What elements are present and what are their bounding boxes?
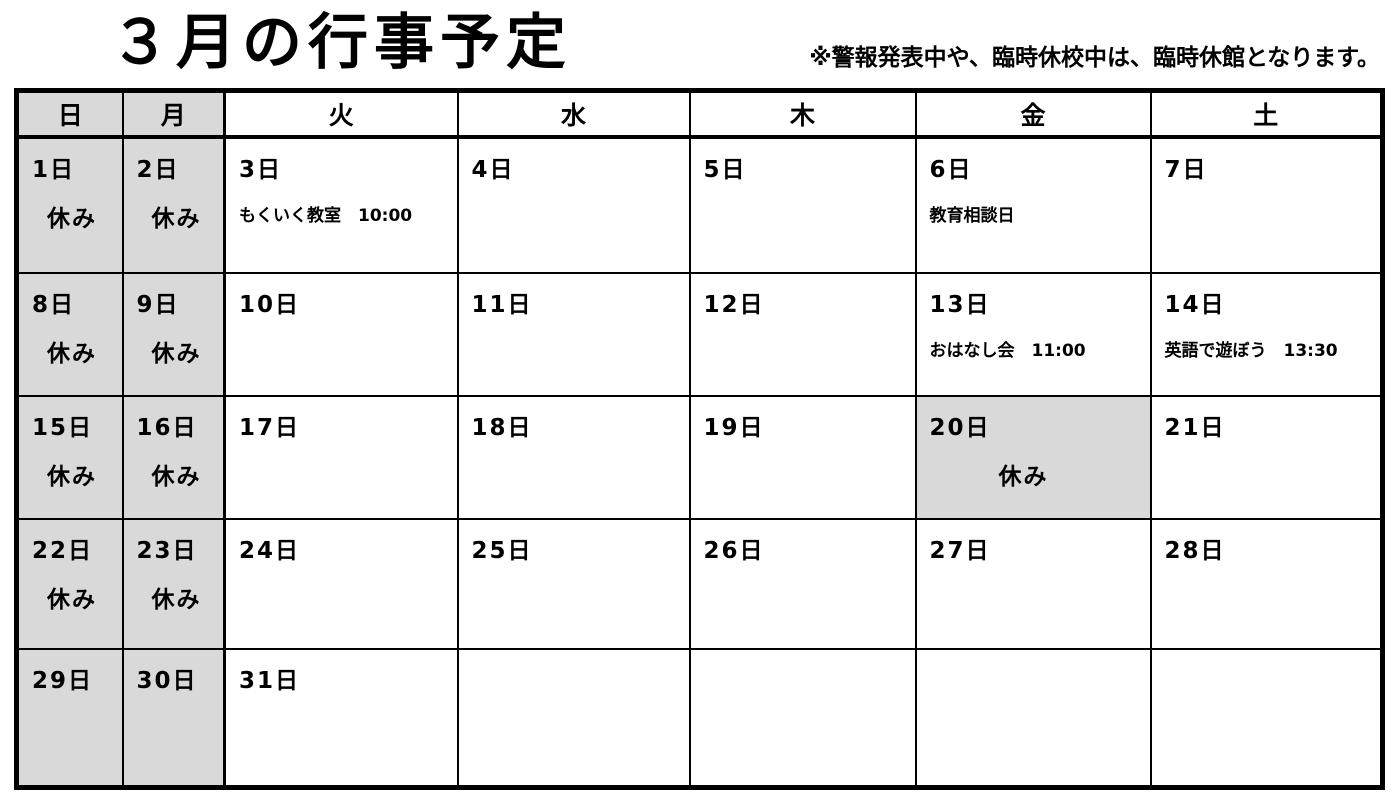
closed-label: 休み (998, 464, 1049, 490)
calendar-day-cell (456, 648, 691, 788)
day-number: 13日 (929, 292, 991, 318)
weekday-header-mon: 月 (121, 89, 226, 139)
weekday-header-fri: 金 (914, 89, 1152, 139)
event-label: おはなし会 11:00 (929, 341, 1086, 361)
event-label: 英語で遊ぼう 13:30 (1164, 341, 1338, 361)
day-number: 15日 (32, 415, 94, 441)
calendar-day-cell: 28日 (1149, 518, 1384, 650)
calendar-week-row: 8日 休み 9日 休み 10日 11日 12日 13日 おはなし会 11:00 14日 英語で遊ぼう… (15, 272, 1384, 397)
day-number: 1日 (32, 157, 76, 183)
day-number: 17日 (239, 415, 301, 441)
day-number: 31日 (239, 668, 301, 694)
calendar-day-cell: 20日 休み (914, 395, 1152, 520)
calendar-day-cell: 27日 (914, 518, 1152, 650)
calendar-day-cell: 9日休み (121, 272, 226, 397)
weekday-header-thu: 木 (688, 89, 917, 139)
page-title: ３月の行事予定 (110, 8, 572, 78)
day-number: 20日 (929, 415, 991, 441)
calendar-day-cell: 4日 (456, 136, 691, 274)
calendar-day-cell: 25日 (456, 518, 691, 650)
warning-note: ※警報発表中や、臨時休校中は、臨時休館となります。 (809, 45, 1380, 71)
day-number: 5日 (703, 157, 747, 183)
closed-label: 休み (151, 464, 202, 490)
day-number: 3日 (239, 157, 283, 183)
calendar-table: 日 月 火 水 木 金 土 1日 休み 2日 休み 3日 もくいく教室 10:00 4日 5日… (14, 88, 1385, 790)
calendar-day-cell: 23日休み (121, 518, 226, 650)
calendar-day-cell: 5日 (688, 136, 917, 274)
day-number: 8日 (32, 292, 76, 318)
calendar-day-cell: 8日休み (15, 272, 124, 397)
calendar-day-cell: 12日 (688, 272, 917, 397)
day-number: 21日 (1164, 415, 1226, 441)
day-number: 29日 (32, 668, 94, 694)
calendar-day-cell: 11日 (456, 272, 691, 397)
day-number: 19日 (703, 415, 765, 441)
closed-label: 休み (47, 341, 97, 367)
calendar-day-cell: 17日 (223, 395, 459, 520)
calendar-day-cell: 18日 (456, 395, 691, 520)
calendar-day-cell (914, 648, 1152, 788)
day-number: 30日 (136, 668, 198, 694)
calendar-week-row: 15日 休み 16日 休み 17日 18日 19日 20日 休み 21日 (15, 395, 1384, 520)
calendar-day-cell: 16日休み (121, 395, 226, 520)
calendar-day-cell: 30日 (121, 648, 226, 788)
day-number: 14日 (1164, 292, 1226, 318)
closed-label: 休み (151, 206, 202, 232)
weekday-header-tue: 火 (223, 89, 459, 139)
day-number: 9日 (136, 292, 180, 318)
day-number: 6日 (929, 157, 973, 183)
day-number: 24日 (239, 538, 301, 564)
day-number: 28日 (1164, 538, 1226, 564)
weekday-header-wed: 水 (456, 89, 691, 139)
closed-label: 休み (47, 464, 97, 490)
calendar-day-cell: 13日おはなし会 11:00 (914, 272, 1152, 397)
calendar-day-cell (688, 648, 917, 788)
day-number: 26日 (703, 538, 765, 564)
calendar-body: 1日 休み 2日 休み 3日 もくいく教室 10:00 4日 5日 6日 教育相談日 7日 8日 休み 9… (15, 136, 1384, 788)
day-number: 11日 (471, 292, 533, 318)
calendar-week-row: 1日 休み 2日 休み 3日 もくいく教室 10:00 4日 5日 6日 教育相談日 7日 (15, 136, 1384, 274)
closed-label: 休み (151, 341, 202, 367)
calendar-day-cell: 21日 (1149, 395, 1384, 520)
closed-label: 休み (47, 206, 97, 232)
day-number: 27日 (929, 538, 991, 564)
day-number: 18日 (471, 415, 533, 441)
day-number: 2日 (136, 157, 180, 183)
calendar-day-cell: 3日もくいく教室 10:00 (223, 136, 459, 274)
calendar-day-cell: 24日 (223, 518, 459, 650)
calendar-day-cell: 14日英語で遊ぼう 13:30 (1149, 272, 1384, 397)
day-number: 16日 (136, 415, 198, 441)
day-number: 4日 (471, 157, 515, 183)
calendar-day-cell: 7日 (1149, 136, 1384, 274)
closed-label: 休み (151, 587, 202, 613)
calendar-day-cell: 19日 (688, 395, 917, 520)
weekday-header-sun: 日 (15, 89, 124, 139)
calendar-week-row: 22日 休み 23日 休み 24日 25日 26日 27日 28日 (15, 518, 1384, 650)
calendar-day-cell (1149, 648, 1384, 788)
day-number: 7日 (1164, 157, 1208, 183)
weekday-header-row: 日 月 火 水 木 金 土 (15, 89, 1384, 139)
calendar-day-cell: 22日休み (15, 518, 124, 650)
event-label: もくいく教室 10:00 (239, 206, 413, 226)
calendar-day-cell: 10日 (223, 272, 459, 397)
day-number: 22日 (32, 538, 94, 564)
calendar-day-cell: 2日休み (121, 136, 226, 274)
day-number: 12日 (703, 292, 765, 318)
calendar-day-cell: 1日休み (15, 136, 124, 274)
calendar-day-cell: 15日休み (15, 395, 124, 520)
calendar-day-cell: 6日教育相談日 (914, 136, 1152, 274)
calendar-day-cell: 29日 (15, 648, 124, 788)
calendar-week-row: 29日 30日 31日 (15, 648, 1384, 788)
weekday-header-sat: 土 (1149, 89, 1384, 139)
day-number: 10日 (239, 292, 301, 318)
day-number: 25日 (471, 538, 533, 564)
calendar-day-cell: 26日 (688, 518, 917, 650)
closed-label: 休み (47, 587, 97, 613)
calendar-day-cell: 31日 (223, 648, 459, 788)
day-number: 23日 (136, 538, 198, 564)
event-label: 教育相談日 (929, 206, 1015, 226)
